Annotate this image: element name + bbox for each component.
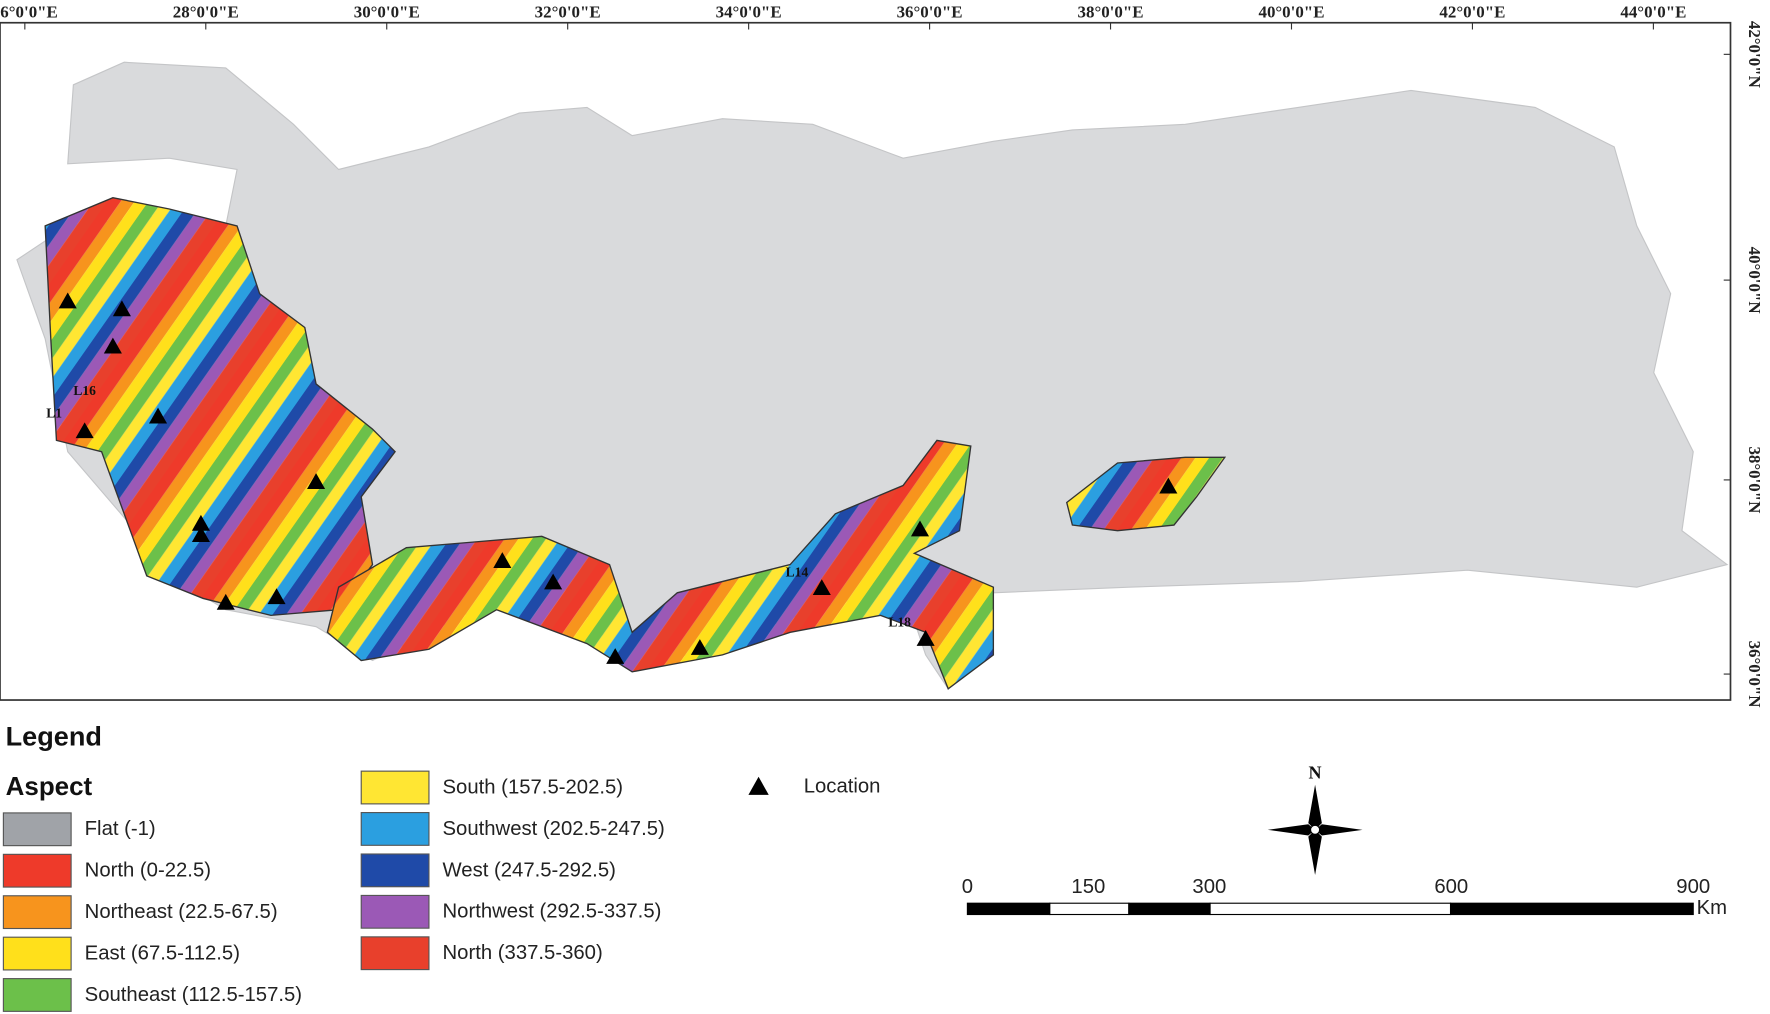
location-marker xyxy=(112,300,131,317)
lon-label: 36°0'0"E xyxy=(897,3,963,22)
country-relief xyxy=(16,61,1729,690)
location-label: L1 xyxy=(46,406,62,421)
location-marker xyxy=(812,579,831,596)
scale-unit: Km xyxy=(1697,897,1727,919)
location-marker xyxy=(1159,477,1178,494)
location-marker xyxy=(58,292,77,309)
location-label: L18 xyxy=(888,614,911,629)
lat-label: 38°0'0"N xyxy=(1745,446,1764,513)
legend-label: East (67.5-112.5) xyxy=(85,942,240,964)
legend-label: Flat (-1) xyxy=(85,818,156,840)
legend-label: Southwest (202.5-247.5) xyxy=(443,818,665,840)
scale-tick-label: 900 xyxy=(1676,876,1710,898)
north-arrow xyxy=(1267,784,1363,875)
legend-swatch xyxy=(2,978,72,1012)
location-marker xyxy=(103,337,122,354)
legend-label: Northwest (292.5-337.5) xyxy=(443,901,662,923)
legend-location-label: Location xyxy=(804,775,881,797)
legend-swatch xyxy=(360,936,430,971)
lon-label: 34°0'0"E xyxy=(716,3,782,22)
location-marker xyxy=(307,473,326,489)
scale-tick-label: 0 xyxy=(962,876,973,898)
location-marker xyxy=(690,639,709,655)
lon-label: 42°0'0"E xyxy=(1439,3,1505,22)
location-marker xyxy=(910,520,930,537)
lat-label: 42°0'0"N xyxy=(1745,21,1764,88)
scale-tick-label: 300 xyxy=(1192,876,1226,898)
north-label: N xyxy=(1309,763,1322,783)
legend-label: Northeast (22.5-67.5) xyxy=(85,901,278,923)
scale-bar-segment xyxy=(966,902,1051,916)
legend-label: North (337.5-360) xyxy=(443,942,603,964)
lon-label: 40°0'0"E xyxy=(1258,3,1324,22)
legend-swatch xyxy=(2,853,72,888)
legend-label: Southeast (112.5-157.5) xyxy=(85,984,302,1006)
lon-label: 28°0'0"E xyxy=(173,3,239,22)
scale-bar-segment xyxy=(1209,902,1452,916)
location-marker xyxy=(191,526,210,542)
study-area-south xyxy=(326,439,995,690)
location-marker xyxy=(606,648,625,664)
location-marker xyxy=(75,422,94,439)
scale-bar-segment xyxy=(1049,902,1130,916)
legend-swatch xyxy=(360,770,430,805)
lon-label: 30°0'0"E xyxy=(354,3,420,22)
scale-tick-label: 600 xyxy=(1434,876,1468,898)
legend-swatch xyxy=(360,894,430,929)
legend-swatch xyxy=(360,853,430,888)
scale-bar-segment xyxy=(1128,902,1211,916)
study-area-east xyxy=(1065,456,1227,532)
lon-label: 38°0'0"E xyxy=(1078,3,1144,22)
location-marker xyxy=(493,552,512,568)
location-marker xyxy=(544,573,563,590)
legend-swatch xyxy=(2,812,72,847)
location-marker xyxy=(191,514,210,531)
legend-label: North (0-22.5) xyxy=(85,860,211,882)
lon-label: 32°0'0"E xyxy=(535,3,601,22)
legend-title: Legend xyxy=(6,721,102,752)
legend-swatch xyxy=(360,812,430,846)
lon-label: 44°0'0"E xyxy=(1620,3,1686,22)
legend-label: South (157.5-202.5) xyxy=(443,776,624,798)
legend-swatch xyxy=(2,895,72,930)
legend-label: West (247.5-292.5) xyxy=(443,859,616,881)
lat-label: 36°0'0"N xyxy=(1745,641,1764,708)
location-label: L14 xyxy=(786,565,809,580)
location-marker xyxy=(916,630,935,646)
legend-subtitle: Aspect xyxy=(6,771,93,801)
location-marker xyxy=(267,588,286,605)
location-marker xyxy=(216,593,235,610)
lat-label: 40°0'0"N xyxy=(1745,247,1764,314)
legend-location-marker xyxy=(748,776,769,795)
lon-label: 26°0'0"E xyxy=(0,3,58,22)
scale-bar-segment xyxy=(1449,902,1694,916)
location-label: L16 xyxy=(73,383,96,398)
legend-swatch xyxy=(2,936,72,971)
study-area-west xyxy=(44,196,396,617)
scale-tick-label: 150 xyxy=(1071,876,1105,898)
location-marker xyxy=(149,407,168,424)
